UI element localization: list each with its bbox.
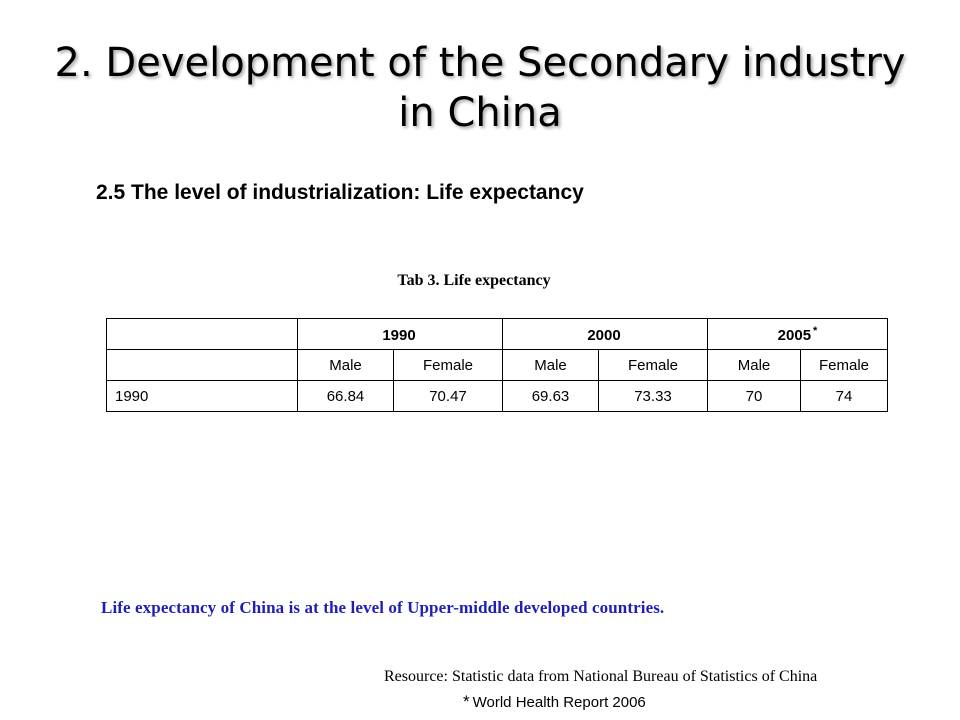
row-label: 1990	[106, 380, 298, 412]
table-cell: 74	[800, 380, 888, 412]
header-year-2005: 2005 *	[707, 318, 888, 350]
table-caption: Tab 3. Life expectancy	[397, 272, 551, 289]
header-year-1990: 1990	[297, 318, 503, 350]
slide-title-line-2: in China	[398, 90, 562, 136]
conclusion-note: Life expectancy of China is at the level…	[101, 598, 665, 617]
slide-title: 2. Development of the Secondary industry…	[0, 38, 960, 138]
table-row: 1990 66.84 70.47 69.63 73.33 70 74	[106, 380, 888, 412]
table-cell: 69.63	[502, 380, 599, 412]
footnote-who-text: World Health Report 2006	[472, 694, 646, 711]
subheader-female: Female	[598, 349, 708, 381]
table-cell: 66.84	[297, 380, 394, 412]
life-expectancy-table: 1990 2000 2005 * Male Female Male Female …	[106, 318, 888, 412]
source-note: Resource: Statistic data from National B…	[384, 668, 818, 685]
subheader-male: Male	[297, 349, 394, 381]
slide-title-line-1: 2. Development of the Secondary industry	[54, 40, 906, 86]
table-corner-cell	[106, 318, 298, 350]
table-cell: 70.47	[393, 380, 503, 412]
subheader-female: Female	[800, 349, 888, 381]
table-subheader-empty-cell	[106, 349, 298, 381]
header-year-2005-label: 2005	[777, 326, 812, 344]
header-year-2005-mark: *	[813, 324, 818, 337]
subheader-male: Male	[707, 349, 801, 381]
header-year-2000-label: 2000	[587, 326, 621, 344]
header-year-2000: 2000	[502, 318, 708, 350]
subheader-female: Female	[393, 349, 503, 381]
header-year-1990-label: 1990	[382, 326, 416, 344]
table-cell: 70	[707, 380, 801, 412]
footnote-asterisk: *	[463, 692, 470, 711]
subheader-male: Male	[502, 349, 599, 381]
table-cell: 73.33	[598, 380, 708, 412]
table-header-row-sex: Male Female Male Female Male Female	[106, 349, 888, 381]
table-header-row-years: 1990 2000 2005 *	[106, 318, 888, 350]
footnote-who: * World Health Report 2006	[463, 692, 646, 712]
section-subtitle: 2.5 The level of industrialization: Life…	[96, 181, 584, 204]
